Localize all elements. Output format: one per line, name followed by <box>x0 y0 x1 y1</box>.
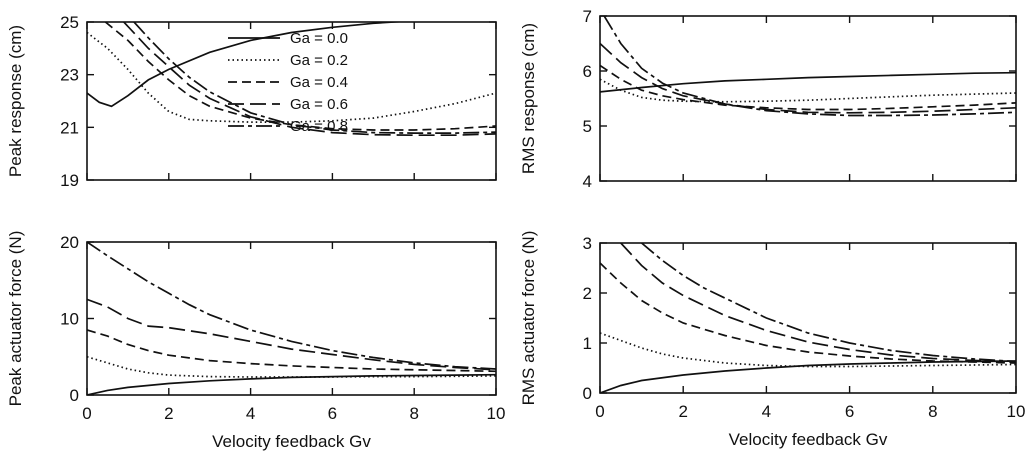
series-line-ga-1 <box>87 355 496 378</box>
series-line-ga-3 <box>87 298 496 371</box>
y-axis-label: RMS response (cm) <box>519 23 538 174</box>
series-line-ga-3 <box>123 22 496 137</box>
y-tick-label: 1 <box>583 334 592 353</box>
legend-label: Ga = 0.2 <box>290 52 348 69</box>
x-tick-label: 10 <box>1007 402 1026 421</box>
series-line-ga-3 <box>600 42 1016 114</box>
x-tick-label: 4 <box>762 402 771 421</box>
plot-frame <box>86 21 497 181</box>
x-tick-label: 2 <box>678 402 687 421</box>
x-axis-label: Velocity feedback Gv <box>212 432 371 451</box>
series-line-ga-4 <box>603 16 1016 117</box>
series-line-ga-0 <box>87 373 496 395</box>
y-tick-label: 20 <box>60 233 79 252</box>
y-tick-label: 5 <box>583 117 592 136</box>
x-tick-label: 0 <box>82 404 91 423</box>
series-line-ga-4 <box>87 242 496 370</box>
y-tick-label: 23 <box>60 66 79 85</box>
x-tick-label: 6 <box>845 402 854 421</box>
plot-frame <box>599 242 1017 394</box>
legend-label: Ga = 0.0 <box>290 30 348 47</box>
series-line-ga-2 <box>600 262 1016 364</box>
y-tick-label: 25 <box>60 13 79 32</box>
y-axis-label: Peak actuator force (N) <box>6 231 25 407</box>
legend-label: Ga = 0.6 <box>290 96 348 113</box>
x-tick-label: 10 <box>487 404 506 423</box>
y-tick-label: 4 <box>583 172 592 191</box>
y-tick-label: 2 <box>583 284 592 303</box>
y-tick-label: 19 <box>60 171 79 190</box>
series-line-ga-0 <box>600 360 1016 393</box>
panel-peak-response: 19 21 23 25 Peak response (cm) Ga = 0.0 Ga = 0… <box>6 13 497 190</box>
y-tick-label: 0 <box>583 384 592 403</box>
series-line-ga-0 <box>600 71 1016 93</box>
x-tick-label: 2 <box>164 404 173 423</box>
y-tick-label: 21 <box>60 118 79 137</box>
panel-rms-actuator-force: 0 1 2 3 0 2 4 6 8 10 RMS actuator force (N) Velocit… <box>519 231 1025 449</box>
y-tick-label: 3 <box>583 234 592 253</box>
panel-rms-response: 4 5 6 7 RMS response (cm) <box>519 7 1017 191</box>
x-tick-label: 0 <box>595 402 604 421</box>
y-tick-label: 0 <box>70 386 79 405</box>
panel-peak-actuator-force: 0 10 20 0 2 4 6 8 10 Peak actuator force (N) Veloc… <box>6 231 505 451</box>
series-line-ga-2 <box>87 329 496 373</box>
series-line-ga-1 <box>87 31 496 123</box>
x-tick-label: 8 <box>409 404 418 423</box>
series-line-ga-0 <box>87 22 408 108</box>
series-line-ga-4 <box>133 22 496 134</box>
y-tick-label: 7 <box>583 7 592 26</box>
y-axis-label: Peak response (cm) <box>6 25 25 177</box>
y-axis-label: RMS actuator force (N) <box>519 231 538 406</box>
legend-label: Ga = 0.4 <box>290 74 348 91</box>
x-tick-label: 4 <box>246 404 255 423</box>
series-line-ga-1 <box>600 78 1016 103</box>
series-line-ga-3 <box>620 243 1016 363</box>
series-line-ga-2 <box>104 22 496 131</box>
series-line-ga-2 <box>600 64 1016 111</box>
plot-frame <box>599 15 1017 182</box>
legend-label: Ga = 0.8 <box>290 118 348 135</box>
y-tick-label: 10 <box>60 310 79 329</box>
x-tick-label: 6 <box>328 404 337 423</box>
y-tick-label: 6 <box>583 62 592 81</box>
series-line-ga-4 <box>641 243 1016 363</box>
x-tick-label: 8 <box>928 402 937 421</box>
x-axis-label: Velocity feedback Gv <box>729 430 888 449</box>
